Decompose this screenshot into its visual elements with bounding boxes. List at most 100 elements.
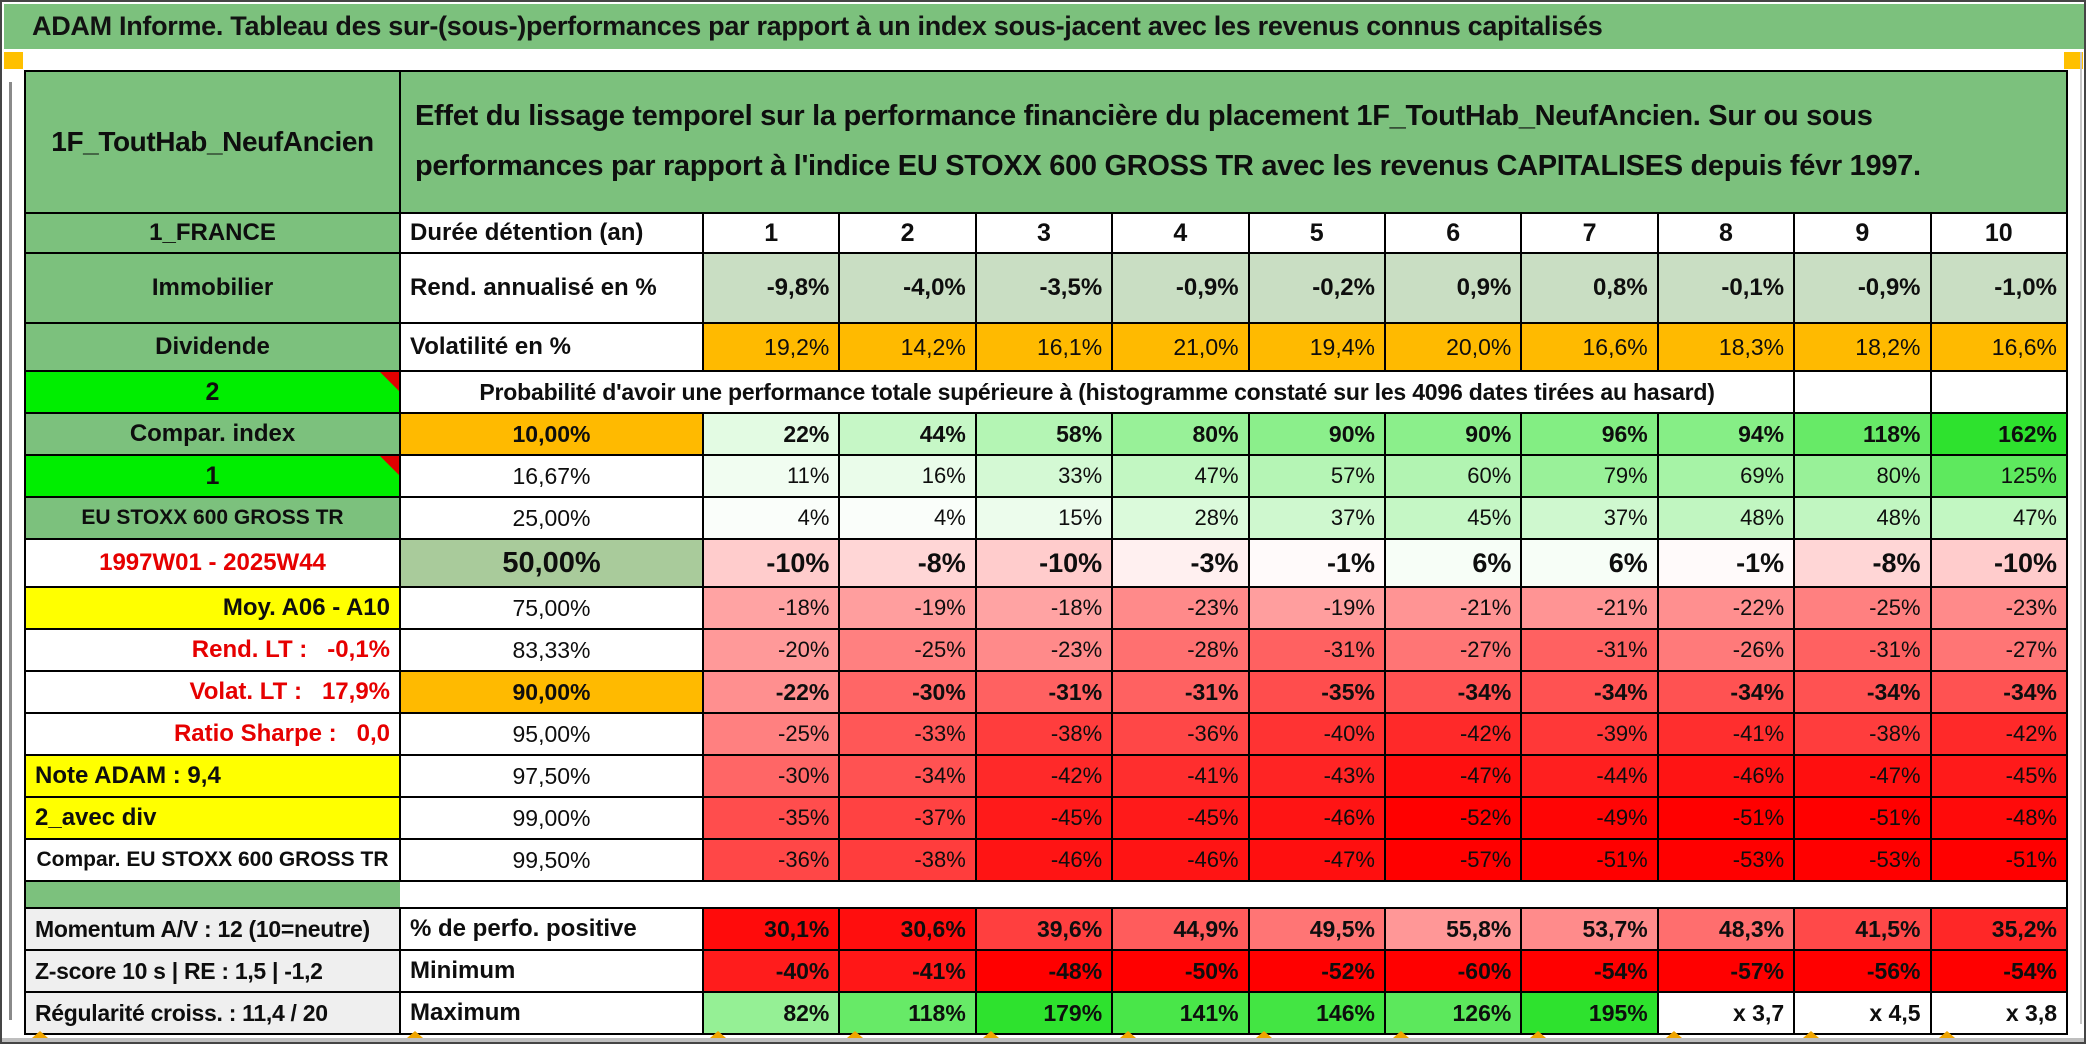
- cutoff-text-mark: [32, 1031, 48, 1038]
- probability-cell: -38%: [1793, 712, 1932, 756]
- probability-cell: -44%: [1520, 754, 1659, 798]
- probability-cell: -37%: [838, 796, 977, 840]
- probability-cell: -51%: [1520, 838, 1659, 882]
- corner-marker-left: [4, 52, 23, 69]
- probability-cell: 37%: [1520, 496, 1659, 540]
- header-description-cell: Effet du lissage temporel sur la perform…: [399, 70, 2068, 214]
- probability-cell: 118%: [1793, 412, 1932, 456]
- probability-cell: -39%: [1520, 712, 1659, 756]
- probability-cell: 47%: [1929, 496, 2069, 540]
- row-label: EU STOXX 600 GROSS TR: [24, 496, 401, 540]
- probability-cell: 69%: [1656, 454, 1796, 498]
- probability-cell: 4%: [838, 496, 977, 540]
- probability-cell: 60%: [1383, 454, 1523, 498]
- probability-cell: -42%: [1383, 712, 1523, 756]
- data-cell: -4,0%: [838, 252, 977, 324]
- probability-cell: -19%: [838, 586, 977, 630]
- row-label: Note ADAM : 9,4: [24, 754, 401, 798]
- probability-cell: -18%: [974, 586, 1114, 630]
- summary-cell: 41,5%: [1793, 907, 1932, 951]
- row-label: 2_avec div: [24, 796, 401, 840]
- left-gutter-line: [9, 82, 12, 1020]
- summary-cell: 49,5%: [1247, 907, 1386, 951]
- data-cell: 19,2%: [701, 322, 841, 372]
- probability-cell: 33%: [974, 454, 1114, 498]
- probability-cell: -8%: [838, 538, 977, 588]
- probability-cell: -34%: [1383, 670, 1523, 714]
- summary-cell: -50%: [1111, 949, 1250, 993]
- summary-cell: 39,6%: [974, 907, 1114, 951]
- probability-cell: 57%: [1247, 454, 1386, 498]
- probability-cell: -45%: [1929, 754, 2069, 798]
- probability-cell: -25%: [701, 712, 841, 756]
- summary-cell: x 3,7: [1656, 991, 1796, 1035]
- probability-cell: 96%: [1520, 412, 1659, 456]
- probability-cell: -51%: [1929, 838, 2069, 882]
- cutoff-text-mark: [1939, 1031, 1955, 1038]
- summary-cell: 30,6%: [838, 907, 977, 951]
- probability-cell: -35%: [1247, 670, 1386, 714]
- row-label-text: Note ADAM : 9,4: [35, 762, 221, 789]
- cutoff-text-mark: [1120, 1031, 1136, 1038]
- probability-cell: -36%: [701, 838, 841, 882]
- probability-cell: -41%: [1111, 754, 1250, 798]
- summary-cell: 55,8%: [1383, 907, 1523, 951]
- data-cell: -0,9%: [1111, 252, 1250, 324]
- summary-cell: -60%: [1383, 949, 1523, 993]
- data-cell: 18,2%: [1793, 322, 1932, 372]
- summary-cell: -57%: [1656, 949, 1796, 993]
- data-cell: 0,9%: [1383, 252, 1523, 324]
- probability-cell: -18%: [701, 586, 841, 630]
- probability-cell: -47%: [1383, 754, 1523, 798]
- report-title: ADAM Informe. Tableau des sur-(sous-)per…: [32, 11, 1603, 41]
- report-title-bar: ADAM Informe. Tableau des sur-(sous-)per…: [4, 4, 2084, 49]
- probability-cell: -34%: [1929, 670, 2069, 714]
- cutoff-text-mark: [847, 1031, 863, 1038]
- summary-cell: -52%: [1247, 949, 1386, 993]
- data-cell: 1: [701, 212, 841, 254]
- probability-cell: 44%: [838, 412, 977, 456]
- row-label-text: Rend. LT : -0,1%: [191, 636, 390, 663]
- cutoff-text-mark: [1393, 1031, 1409, 1038]
- metric-label: Minimum: [399, 949, 704, 993]
- probability-cell: -43%: [1247, 754, 1386, 798]
- banner-label-cell: 2: [24, 370, 401, 414]
- data-cell: -9,8%: [701, 252, 841, 324]
- data-cell: 16,6%: [1520, 322, 1659, 372]
- summary-cell: -54%: [1929, 949, 2069, 993]
- probability-cell: -34%: [838, 754, 977, 798]
- probability-cell: -3%: [1111, 538, 1250, 588]
- data-cell: -0,2%: [1247, 252, 1386, 324]
- comment-marker-icon: [380, 373, 398, 391]
- probability-cell: -46%: [1656, 754, 1796, 798]
- probability-cell: -22%: [701, 670, 841, 714]
- placement-id-cell: 1F_ToutHab_NeufAncien: [24, 70, 401, 214]
- summary-rows-section: Momentum A/V : 12 (10=neutre)% de perfo.…: [24, 907, 2069, 1035]
- probability-cell: 47%: [1111, 454, 1250, 498]
- cutoff-text-mark: [1256, 1031, 1272, 1038]
- probability-cell: -52%: [1383, 796, 1523, 840]
- probability-cell: -23%: [1111, 586, 1250, 630]
- probability-cell: -21%: [1520, 586, 1659, 630]
- empty-cell: [1793, 370, 1932, 414]
- probability-cell: 94%: [1656, 412, 1796, 456]
- probability-cell: -42%: [974, 754, 1114, 798]
- corner-marker-right: [2064, 52, 2083, 69]
- probability-cell: -33%: [838, 712, 977, 756]
- probability-cell: -47%: [1793, 754, 1932, 798]
- probability-cell: -27%: [1383, 628, 1523, 672]
- probability-cell: 22%: [701, 412, 841, 456]
- probability-cell: -47%: [1247, 838, 1386, 882]
- probability-banner-text: Probabilité d'avoir une performance tota…: [398, 370, 1796, 414]
- metric-label: Volatilité en %: [399, 322, 704, 372]
- data-cell: 10: [1929, 212, 2069, 254]
- probability-cell: -38%: [838, 838, 977, 882]
- probability-cell: -31%: [1111, 670, 1250, 714]
- probability-cell: -31%: [1793, 628, 1932, 672]
- info-rows-section: 1_FRANCE Durée détention (an) 1 2 3 4 5 6 7 8 9 10 I…: [24, 212, 2069, 372]
- probability-cell: -53%: [1793, 838, 1932, 882]
- probability-cell: -51%: [1656, 796, 1796, 840]
- data-cell: -1,0%: [1929, 252, 2069, 324]
- cutoff-text-mark: [1803, 1031, 1819, 1038]
- probability-cell: 28%: [1111, 496, 1250, 540]
